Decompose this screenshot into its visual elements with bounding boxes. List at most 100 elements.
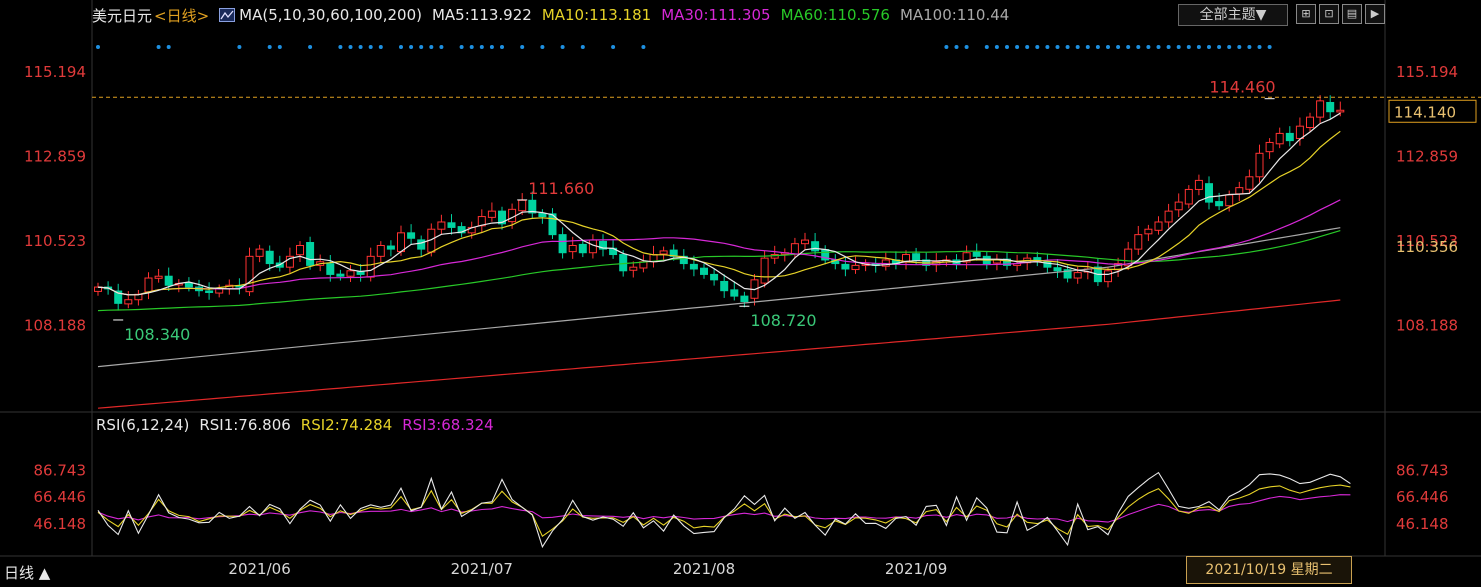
signal-dot bbox=[500, 45, 504, 49]
candle-body bbox=[306, 242, 315, 266]
play-icon[interactable]: ▶ bbox=[1365, 4, 1385, 24]
signal-dot bbox=[267, 45, 272, 49]
ma30-line bbox=[97, 199, 1341, 296]
signal-dot bbox=[419, 45, 424, 49]
signal-dot bbox=[1186, 45, 1191, 49]
current-price-box bbox=[1388, 99, 1477, 123]
ma-params: MA(5,10,30,60,100,200) bbox=[239, 6, 422, 24]
signal-dot bbox=[1166, 45, 1171, 49]
signal-dot bbox=[469, 45, 474, 49]
zoom-icon[interactable]: ⊡ bbox=[1319, 4, 1339, 24]
candle-body bbox=[619, 254, 628, 272]
signal-dot bbox=[611, 45, 616, 49]
annotation-low-2: 108.720 bbox=[750, 311, 816, 330]
signal-dot bbox=[1247, 45, 1252, 49]
signal-dot bbox=[1196, 45, 1201, 49]
candle-body bbox=[1194, 179, 1203, 190]
candle-body bbox=[144, 277, 153, 293]
candle-body bbox=[336, 273, 345, 277]
candle-body bbox=[1063, 269, 1072, 279]
symbol-name: 美元日元 bbox=[92, 6, 153, 25]
signal-dot bbox=[1116, 45, 1121, 49]
signal-dot bbox=[1035, 45, 1040, 49]
theme-select-button[interactable]: 全部主题▼ bbox=[1178, 4, 1288, 26]
signal-dot bbox=[1095, 45, 1100, 49]
ma5-line bbox=[97, 112, 1341, 296]
candle-body bbox=[1164, 210, 1173, 223]
x-tick-1: 2021/07 bbox=[451, 560, 513, 578]
chart-icon[interactable]: ▤ bbox=[1342, 4, 1362, 24]
signal-dot bbox=[378, 45, 383, 49]
signal-dot bbox=[368, 45, 373, 49]
signal-dot bbox=[944, 45, 949, 49]
ma5-value: MA5:113.922 bbox=[431, 6, 532, 24]
signal-dot bbox=[348, 45, 353, 49]
ma60-marker-label: 110.356 bbox=[1396, 238, 1458, 256]
candle-body bbox=[407, 232, 416, 239]
signal-dot bbox=[520, 45, 525, 49]
grid-add-icon[interactable]: ⊞ bbox=[1296, 4, 1316, 24]
signal-dot bbox=[540, 45, 545, 49]
candle-body bbox=[548, 213, 557, 236]
signal-dot bbox=[489, 45, 494, 49]
candle-body bbox=[1124, 248, 1133, 267]
annotation-high-0: 111.660 bbox=[528, 179, 594, 198]
candle-body bbox=[790, 243, 799, 255]
candle-body bbox=[811, 241, 820, 252]
candle-body bbox=[740, 295, 749, 303]
candle-body bbox=[1184, 188, 1193, 205]
candle-body bbox=[386, 245, 395, 250]
annotation-low-1: 108.340 bbox=[124, 325, 190, 344]
signal-dot bbox=[308, 45, 313, 49]
signal-dot bbox=[399, 45, 403, 49]
candle-body bbox=[366, 255, 375, 278]
annotation-high-3: 114.460 bbox=[1209, 78, 1275, 97]
ma10-line bbox=[97, 130, 1341, 296]
candle-body bbox=[659, 250, 668, 255]
signal-dot bbox=[338, 45, 343, 49]
candle-body bbox=[518, 199, 527, 212]
signal-dot bbox=[1085, 45, 1090, 49]
candle-body bbox=[508, 208, 517, 223]
signal-dot bbox=[954, 45, 959, 49]
candle-body bbox=[558, 234, 567, 254]
period-toggle[interactable]: 日线 ▲ bbox=[4, 564, 51, 582]
candle-body bbox=[912, 253, 921, 261]
candle-body bbox=[629, 266, 638, 271]
signal-dot bbox=[984, 45, 989, 49]
signal-dot bbox=[1176, 45, 1181, 49]
candle-body bbox=[265, 250, 274, 265]
period-label[interactable]: <日线> bbox=[154, 6, 210, 25]
candle-body bbox=[1053, 267, 1062, 272]
rsi2-value: RSI2:74.284 bbox=[300, 416, 393, 434]
candle-body bbox=[205, 290, 214, 293]
candle-body bbox=[730, 289, 739, 297]
ma-settings-icon[interactable] bbox=[219, 8, 236, 22]
candle-body bbox=[1215, 201, 1224, 207]
candle-body bbox=[114, 290, 123, 304]
ma200-line bbox=[97, 299, 1341, 409]
candle-body bbox=[154, 275, 163, 279]
candle-body bbox=[1275, 132, 1284, 145]
rsi-tick-right-2: 46.148 bbox=[1396, 515, 1449, 533]
candle-body bbox=[1245, 176, 1254, 190]
candle-body bbox=[700, 267, 708, 275]
candle-body bbox=[841, 263, 850, 270]
candle-body bbox=[487, 210, 496, 218]
candle-body bbox=[801, 239, 809, 245]
ma60-line bbox=[97, 230, 1341, 312]
signal-dot bbox=[1025, 45, 1030, 49]
price-tick-right-1: 112.859 bbox=[1396, 148, 1458, 166]
signal-dot bbox=[1227, 45, 1232, 49]
signal-dot bbox=[1005, 45, 1009, 49]
candle-body bbox=[184, 282, 193, 288]
rsi2-line bbox=[97, 484, 1351, 538]
signal-dot bbox=[1065, 45, 1070, 49]
candle-body bbox=[1174, 201, 1183, 211]
candle-body bbox=[538, 212, 547, 218]
price-tick-left-1: 112.859 bbox=[24, 148, 86, 166]
candle-body bbox=[1134, 234, 1143, 250]
candle-body bbox=[902, 254, 910, 263]
candle-body bbox=[1225, 194, 1234, 207]
